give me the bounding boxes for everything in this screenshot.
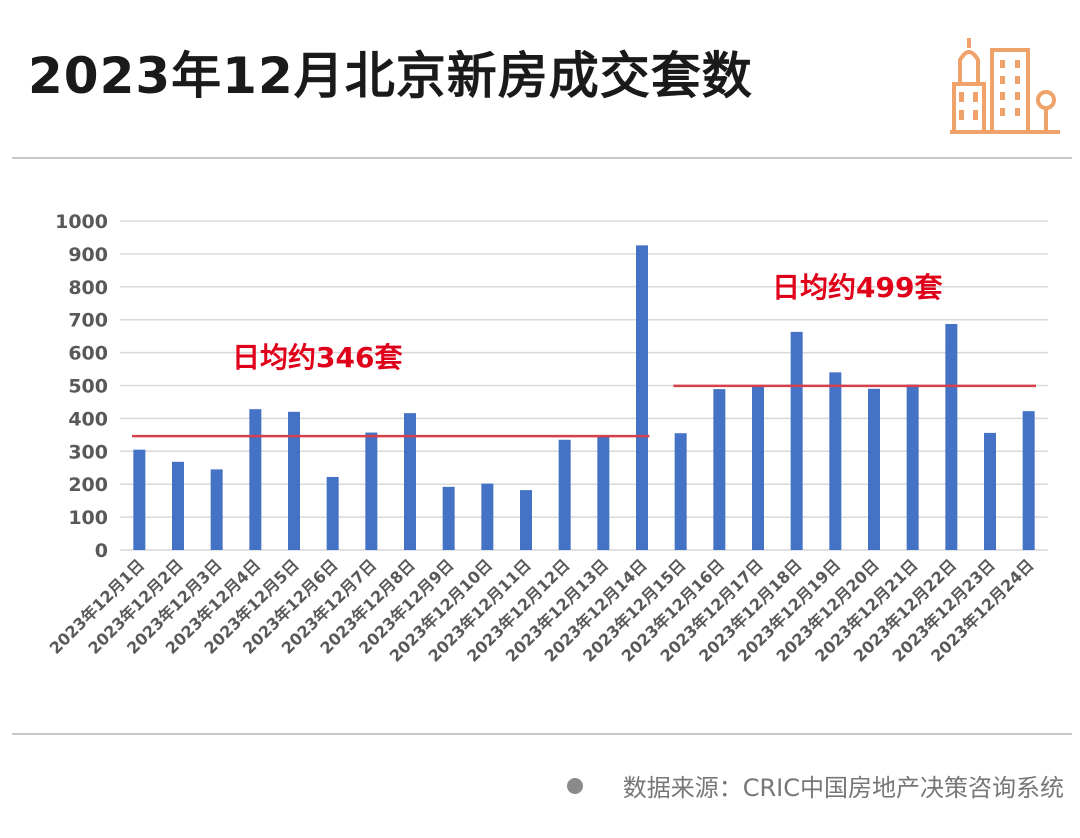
y-tick-label: 200: [68, 474, 108, 496]
bar: [481, 483, 494, 550]
footer-divider: [12, 733, 1072, 735]
bar: [442, 486, 455, 550]
bar: [713, 389, 726, 550]
bar: [597, 436, 610, 550]
bar: [558, 439, 571, 550]
bar: [210, 469, 223, 550]
y-tick-label: 900: [68, 244, 108, 266]
bar: [404, 413, 416, 550]
y-tick-label: 800: [68, 277, 108, 299]
data-source-text: 数据来源：CRIC中国房地产决策咨询系统: [622, 774, 1064, 802]
data-source: 数据来源：CRIC中国房地产决策咨询系统: [566, 768, 1064, 803]
y-tick-label: 100: [68, 507, 108, 529]
bar: [829, 372, 842, 550]
bar: [133, 449, 146, 550]
y-tick-label: 400: [68, 408, 108, 430]
y-tick-label: 1000: [55, 211, 108, 233]
bar: [906, 384, 919, 550]
bar: [752, 386, 764, 550]
bar: [636, 245, 648, 550]
y-tick-label: 300: [68, 441, 108, 463]
bar: [172, 461, 184, 550]
y-tick-label: 0: [95, 540, 108, 562]
bar: [365, 432, 378, 550]
bar: [868, 388, 880, 550]
bar: [520, 490, 532, 550]
bar: [984, 432, 996, 550]
bar: [674, 433, 687, 550]
bar: [326, 476, 339, 550]
header-divider: [12, 157, 1072, 159]
chart-title: 2023年12月北京新房成交套数: [28, 47, 753, 105]
average-annotation: 日均约499套: [772, 271, 943, 304]
bar: [249, 409, 262, 550]
y-tick-label: 700: [68, 310, 108, 332]
circle-dot-icon: [566, 777, 583, 794]
bar: [790, 331, 803, 550]
building-city-icon: [950, 38, 1060, 134]
bar: [945, 323, 958, 550]
bar: [1022, 411, 1035, 550]
bar: [288, 411, 300, 550]
y-tick-label: 500: [68, 376, 108, 398]
average-annotation: 日均约346套: [232, 341, 403, 374]
y-tick-label: 600: [68, 343, 108, 365]
